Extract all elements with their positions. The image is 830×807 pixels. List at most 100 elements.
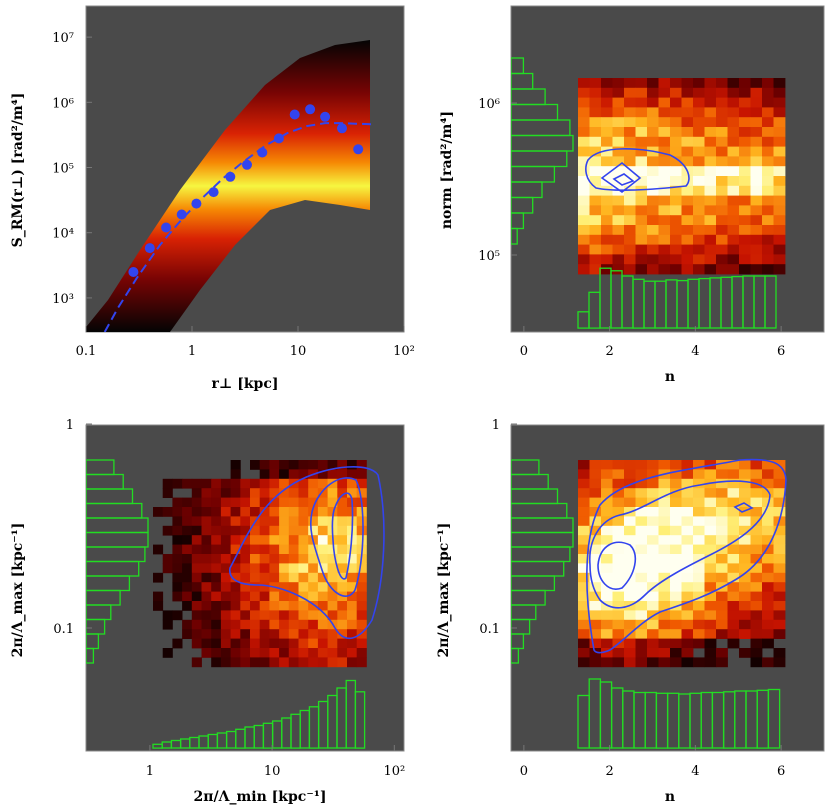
heat-cell xyxy=(308,507,319,517)
heat-cell xyxy=(201,525,212,536)
heat-cell xyxy=(240,554,251,564)
heat-cell xyxy=(773,234,786,245)
heat-cell xyxy=(693,117,705,128)
heat-cell xyxy=(589,610,602,621)
heat-cell xyxy=(670,225,682,236)
heat-cell xyxy=(250,601,261,611)
heat-cell xyxy=(681,117,694,128)
heat-cell xyxy=(716,460,728,470)
heat-cell xyxy=(162,488,173,498)
heat-cell xyxy=(601,244,613,255)
heat-cell xyxy=(612,629,625,639)
heat-cell xyxy=(647,244,659,255)
heat-cell xyxy=(259,544,270,555)
heat-cell xyxy=(762,657,774,668)
heat-cell xyxy=(182,507,193,517)
heat-cell xyxy=(681,544,694,555)
heat-cell xyxy=(347,601,358,611)
heat-cell xyxy=(635,156,648,167)
heat-cell xyxy=(670,97,682,108)
heat-cell xyxy=(288,610,299,621)
heat-cell xyxy=(612,176,625,187)
heat-cell xyxy=(317,516,328,527)
heat-cell xyxy=(647,156,659,167)
heat-cell xyxy=(693,205,705,216)
heat-cell xyxy=(647,535,659,545)
heat-cell xyxy=(269,525,280,536)
heat-cell xyxy=(681,254,694,265)
heat-cell xyxy=(337,601,348,611)
heat-cell xyxy=(356,657,367,668)
heat-cell xyxy=(589,516,602,527)
heat-cell xyxy=(716,610,728,621)
heat-cell xyxy=(647,117,659,128)
heat-cell xyxy=(259,601,270,611)
heat-cell xyxy=(337,507,348,517)
heat-cell xyxy=(750,544,763,555)
heat-cell xyxy=(347,629,358,639)
heat-cell xyxy=(624,205,636,216)
heat-cell xyxy=(658,657,671,668)
heat-cell xyxy=(624,166,636,177)
heat-cell xyxy=(693,195,705,206)
heat-cell xyxy=(259,516,270,527)
heat-cell xyxy=(337,525,348,536)
y-histogram-bar xyxy=(511,647,520,664)
heat-cell xyxy=(704,146,717,157)
heat-cell xyxy=(658,166,671,177)
heat-cell xyxy=(704,469,717,480)
heat-cell xyxy=(298,638,309,649)
heat-cell xyxy=(308,601,319,611)
y-axis-label: 2π/Λ_max [kpc⁻¹] xyxy=(436,523,452,658)
heat-cell xyxy=(201,629,212,639)
heat-cell xyxy=(288,629,299,639)
y-tick-label: 1 xyxy=(492,418,500,433)
heat-cell xyxy=(589,507,602,517)
heat-cell xyxy=(658,601,671,611)
heat-cell xyxy=(762,478,774,489)
heat-cell xyxy=(211,554,222,564)
heat-cell xyxy=(716,146,728,157)
heat-cell xyxy=(624,195,636,206)
heat-cell xyxy=(693,582,705,592)
heat-cell xyxy=(704,117,717,128)
heat-cell xyxy=(356,563,367,574)
heat-cell xyxy=(670,215,682,226)
heat-cell xyxy=(182,525,193,536)
heat-cell xyxy=(704,488,717,498)
heat-cell xyxy=(762,516,774,527)
heat-cell xyxy=(635,638,648,649)
heat-cell xyxy=(773,488,786,498)
heat-cell xyxy=(681,638,694,649)
heat-cell xyxy=(259,657,270,668)
heat-cell xyxy=(162,507,173,517)
heat-cell xyxy=(635,78,648,89)
heat-cell xyxy=(739,87,751,98)
data-point xyxy=(208,187,219,198)
heat-cell xyxy=(762,525,774,536)
heat-cell xyxy=(298,525,309,536)
heat-cell xyxy=(658,185,671,196)
heat-cell xyxy=(327,629,338,639)
x-tick-label: 10² xyxy=(383,764,405,779)
heat-cell xyxy=(635,648,648,658)
heat-cell xyxy=(347,460,358,470)
heat-cell xyxy=(279,554,290,564)
heat-cell xyxy=(670,657,682,668)
heat-cell xyxy=(327,563,338,574)
heat-cell xyxy=(230,507,241,517)
heat-cell xyxy=(670,619,682,630)
heat-cell xyxy=(727,166,740,177)
heat-cell xyxy=(612,234,625,245)
heat-cell xyxy=(670,264,682,275)
heat-cell xyxy=(670,146,682,157)
heat-cell xyxy=(658,176,671,187)
heat-cell xyxy=(693,507,705,517)
heat-cell xyxy=(762,185,774,196)
contour-mid xyxy=(600,161,642,193)
heat-cell xyxy=(750,185,763,196)
heat-cell xyxy=(589,535,602,545)
heat-cell xyxy=(201,572,212,583)
heat-cell xyxy=(773,136,786,147)
heat-cell xyxy=(647,127,659,138)
